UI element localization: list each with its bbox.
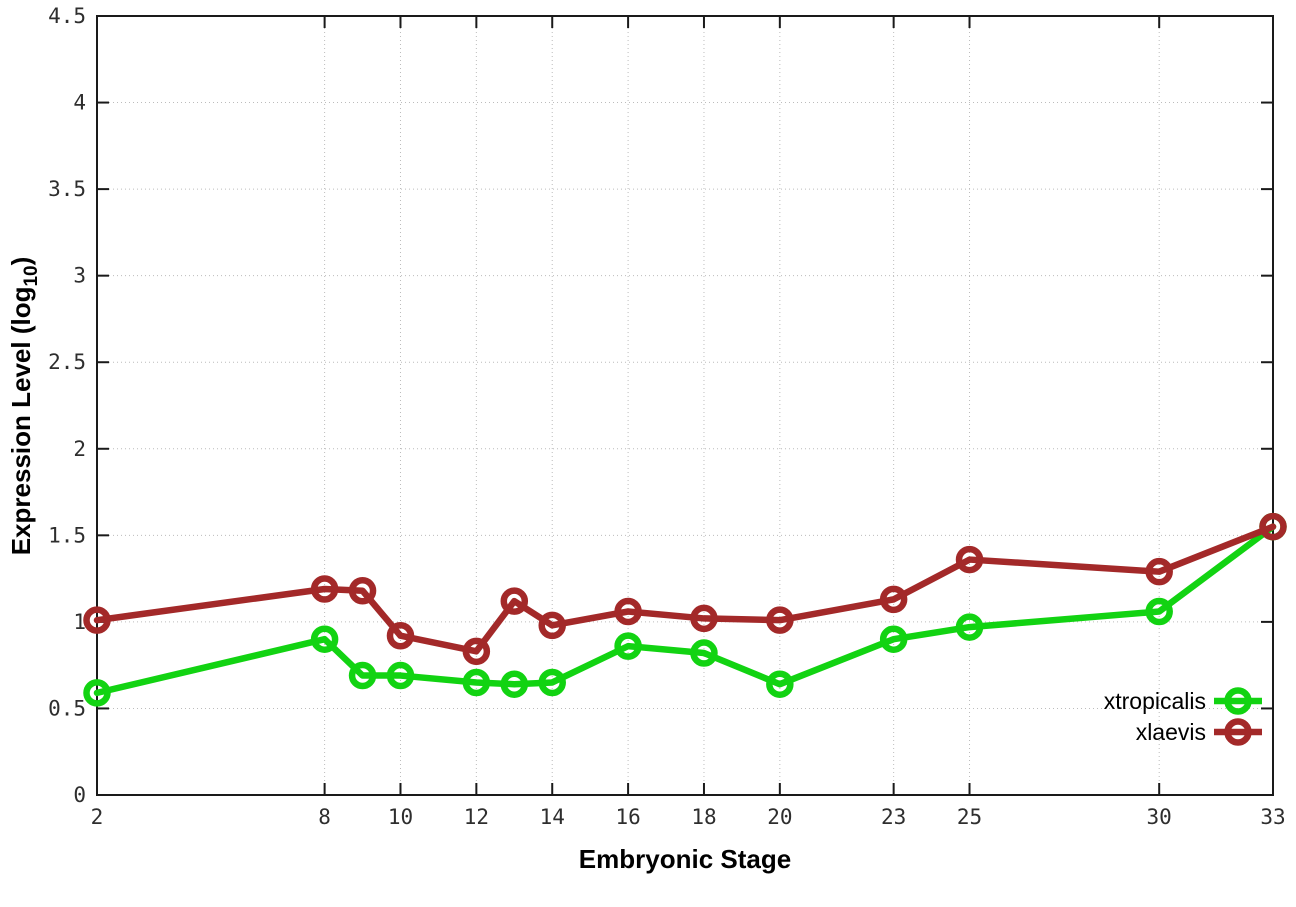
x-tick-label: 12 <box>464 805 489 829</box>
data-point-xlaevis-stage-20 <box>766 606 794 634</box>
data-point-xlaevis-stage-14 <box>538 611 566 640</box>
legend-label-xtropicalis: xtropicalis <box>1104 688 1206 714</box>
data-point-xtropicalis-stage-23 <box>879 625 908 653</box>
y-tick-label: 4 <box>73 91 86 115</box>
y-axis-title: Expression Level (log10) <box>6 257 42 556</box>
data-point-xlaevis-stage-18 <box>690 604 718 633</box>
x-tick-label: 25 <box>957 805 982 829</box>
y-tick-label: 2 <box>73 437 86 461</box>
legend-sample-marker-xtropicalis <box>1224 687 1252 715</box>
data-point-xlaevis-stage-25 <box>955 545 984 574</box>
y-tick-label: 0 <box>73 783 86 807</box>
chart-layers: 0 0.5 1 1.5 2 2.5 3 3.5 4 4.5 2 8 10 12 14 16 18 20 23 25 30… <box>48 4 1287 829</box>
x-tick-label: 10 <box>388 805 413 829</box>
data-point-xtropicalis-stage-10 <box>386 661 415 690</box>
data-point-xlaevis-stage-13 <box>500 587 529 615</box>
plot-border <box>96 15 1274 796</box>
y-tick-label: 0.5 <box>48 696 86 720</box>
x-tick-label: 20 <box>767 805 792 829</box>
data-point-xlaevis-stage-9 <box>348 576 377 605</box>
data-point-xtropicalis-stage-2 <box>83 679 111 707</box>
x-tick-label: 30 <box>1147 805 1172 829</box>
y-tick-label: 1.5 <box>48 523 86 547</box>
data-point-xlaevis-stage-16 <box>614 597 642 626</box>
y-tick-label: 2.5 <box>48 350 86 374</box>
x-tick-label: 14 <box>540 805 565 829</box>
data-point-xlaevis-stage-8 <box>310 575 339 603</box>
y-tick-label: 3 <box>73 264 86 288</box>
x-axis-title: Embryonic Stage <box>579 844 791 874</box>
data-point-xtropicalis-stage-8 <box>310 625 339 653</box>
data-point-xlaevis-stage-12 <box>462 637 491 666</box>
data-point-xtropicalis-stage-12 <box>462 668 491 697</box>
legend-label-xlaevis: xlaevis <box>1136 719 1206 745</box>
x-tick-label: 23 <box>881 805 906 829</box>
y-tick-label: 4.5 <box>48 4 86 28</box>
data-point-xtropicalis-stage-20 <box>766 670 794 698</box>
data-point-xlaevis-stage-33 <box>1259 512 1287 541</box>
data-point-xlaevis-stage-2 <box>83 606 111 634</box>
data-point-xtropicalis-stage-30 <box>1145 597 1173 626</box>
x-tick-label: 16 <box>615 805 640 829</box>
x-tick-label: 18 <box>691 805 716 829</box>
y-tick-label: 1 <box>73 610 86 634</box>
series-line-xlaevis <box>93 523 1277 655</box>
data-point-xtropicalis-stage-14 <box>538 668 566 697</box>
x-tick-label: 33 <box>1260 805 1285 829</box>
data-point-xtropicalis-stage-16 <box>614 632 642 660</box>
data-point-xlaevis-stage-23 <box>879 585 908 614</box>
data-point-xtropicalis-stage-13 <box>500 670 529 698</box>
series-line-xtropicalis <box>93 523 1277 697</box>
x-tick-label: 2 <box>91 805 104 829</box>
data-point-xlaevis-stage-30 <box>1145 557 1173 586</box>
y-tick-label: 3.5 <box>48 177 86 201</box>
data-point-xtropicalis-stage-18 <box>690 639 718 667</box>
legend-sample-marker-xlaevis <box>1224 718 1252 746</box>
data-point-xtropicalis-stage-25 <box>955 613 984 641</box>
x-tick-label: 8 <box>318 805 331 829</box>
data-point-xlaevis-stage-10 <box>386 621 415 650</box>
data-point-xtropicalis-stage-9 <box>348 661 377 690</box>
